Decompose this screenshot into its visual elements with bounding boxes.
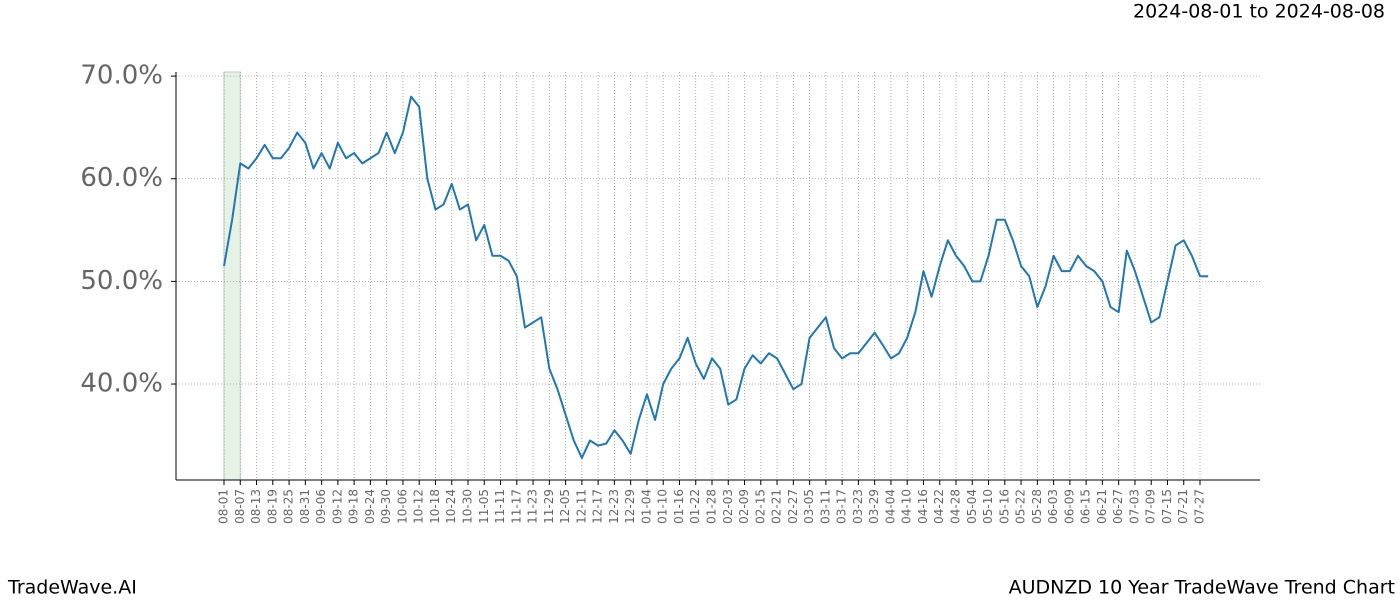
x-tick-label: 10-24 bbox=[444, 489, 458, 524]
x-tick-label: 10-18 bbox=[428, 489, 442, 524]
x-tick-label: 07-21 bbox=[1176, 489, 1190, 524]
x-tick-label: 03-11 bbox=[818, 489, 832, 524]
x-tick-label: 07-27 bbox=[1193, 489, 1207, 524]
x-tick-label: 01-16 bbox=[672, 489, 686, 524]
x-tick-label: 08-31 bbox=[298, 489, 312, 524]
x-tick-label: 03-17 bbox=[835, 489, 849, 524]
x-tick-label: 12-11 bbox=[574, 489, 588, 524]
date-range: 2024-08-01 to 2024-08-08 bbox=[1133, 1, 1385, 23]
x-tick-label: 02-03 bbox=[721, 489, 735, 524]
x-tick-label: 11-23 bbox=[526, 489, 540, 524]
x-tick-label: 05-22 bbox=[1014, 489, 1028, 524]
x-tick-label: 06-09 bbox=[1062, 489, 1076, 524]
x-tick-label: 01-10 bbox=[656, 489, 670, 524]
x-tick-label: 08-07 bbox=[233, 489, 247, 524]
x-tick-label: 06-03 bbox=[1046, 489, 1060, 524]
x-tick-label: 05-28 bbox=[1030, 489, 1044, 524]
x-tick-label: 07-15 bbox=[1160, 489, 1174, 524]
x-tick-label: 07-03 bbox=[1127, 489, 1141, 524]
series-line bbox=[223, 95, 1209, 459]
y-tick-label: 70.0% bbox=[80, 61, 163, 91]
x-tick-label: 03-29 bbox=[867, 489, 881, 524]
y-tick-label: 50.0% bbox=[80, 266, 163, 296]
x-tick-label: 04-04 bbox=[883, 489, 897, 524]
x-tick-label: 07-09 bbox=[1144, 489, 1158, 524]
x-tick-label: 08-25 bbox=[282, 489, 296, 524]
x-tick-label: 06-15 bbox=[1079, 489, 1093, 524]
x-tick-label: 12-17 bbox=[591, 489, 605, 524]
x-tick-label: 09-30 bbox=[379, 489, 393, 524]
x-tick-label: 08-13 bbox=[249, 489, 263, 524]
x-tick-label: 11-05 bbox=[477, 489, 491, 524]
x-tick-label: 02-09 bbox=[737, 489, 751, 524]
x-tick-label: 09-18 bbox=[347, 489, 361, 524]
y-tick-label: 40.0% bbox=[80, 369, 163, 399]
chart-title: AUDNZD 10 Year TradeWave Trend Chart bbox=[1009, 577, 1395, 599]
x-tick-label: 05-10 bbox=[981, 489, 995, 524]
x-tick-label: 10-06 bbox=[395, 489, 409, 524]
x-tick-label: 04-22 bbox=[932, 489, 946, 524]
x-tick-label: 02-21 bbox=[770, 489, 784, 524]
x-tick-label: 01-04 bbox=[639, 489, 653, 524]
x-tick-label: 11-29 bbox=[542, 489, 556, 524]
x-tick-label: 02-27 bbox=[786, 489, 800, 524]
x-tick-label: 11-11 bbox=[493, 489, 507, 524]
x-tick-label: 12-29 bbox=[623, 489, 637, 524]
y-tick-label: 60.0% bbox=[80, 163, 163, 193]
highlight-band bbox=[223, 71, 241, 481]
x-tick-label: 01-22 bbox=[688, 489, 702, 524]
x-tick-label: 09-24 bbox=[363, 489, 377, 524]
x-tick-label: 04-16 bbox=[916, 489, 930, 524]
x-tick-label: 09-06 bbox=[314, 489, 328, 524]
x-tick-label: 11-17 bbox=[509, 489, 523, 524]
x-tick-label: 10-12 bbox=[412, 489, 426, 524]
x-tick-label: 03-05 bbox=[802, 489, 816, 524]
x-tick-label: 10-30 bbox=[461, 489, 475, 524]
x-tick-label: 02-15 bbox=[753, 489, 767, 524]
x-tick-label: 05-16 bbox=[997, 489, 1011, 524]
x-tick-label: 12-05 bbox=[558, 489, 572, 524]
x-tick-label: 12-23 bbox=[607, 489, 621, 524]
x-tick-label: 04-10 bbox=[900, 489, 914, 524]
x-tick-label: 03-23 bbox=[851, 489, 865, 524]
x-tick-label: 08-19 bbox=[265, 489, 279, 524]
x-tick-label: 01-28 bbox=[705, 489, 719, 524]
x-tick-label: 09-12 bbox=[330, 489, 344, 524]
x-tick-label: 05-04 bbox=[965, 489, 979, 524]
brand: TradeWave.AI bbox=[7, 577, 137, 599]
x-tick-label: 08-01 bbox=[217, 489, 231, 524]
x-tick-label: 04-28 bbox=[949, 489, 963, 524]
x-tick-label: 06-27 bbox=[1111, 489, 1125, 524]
x-tick-label: 06-21 bbox=[1095, 489, 1109, 524]
